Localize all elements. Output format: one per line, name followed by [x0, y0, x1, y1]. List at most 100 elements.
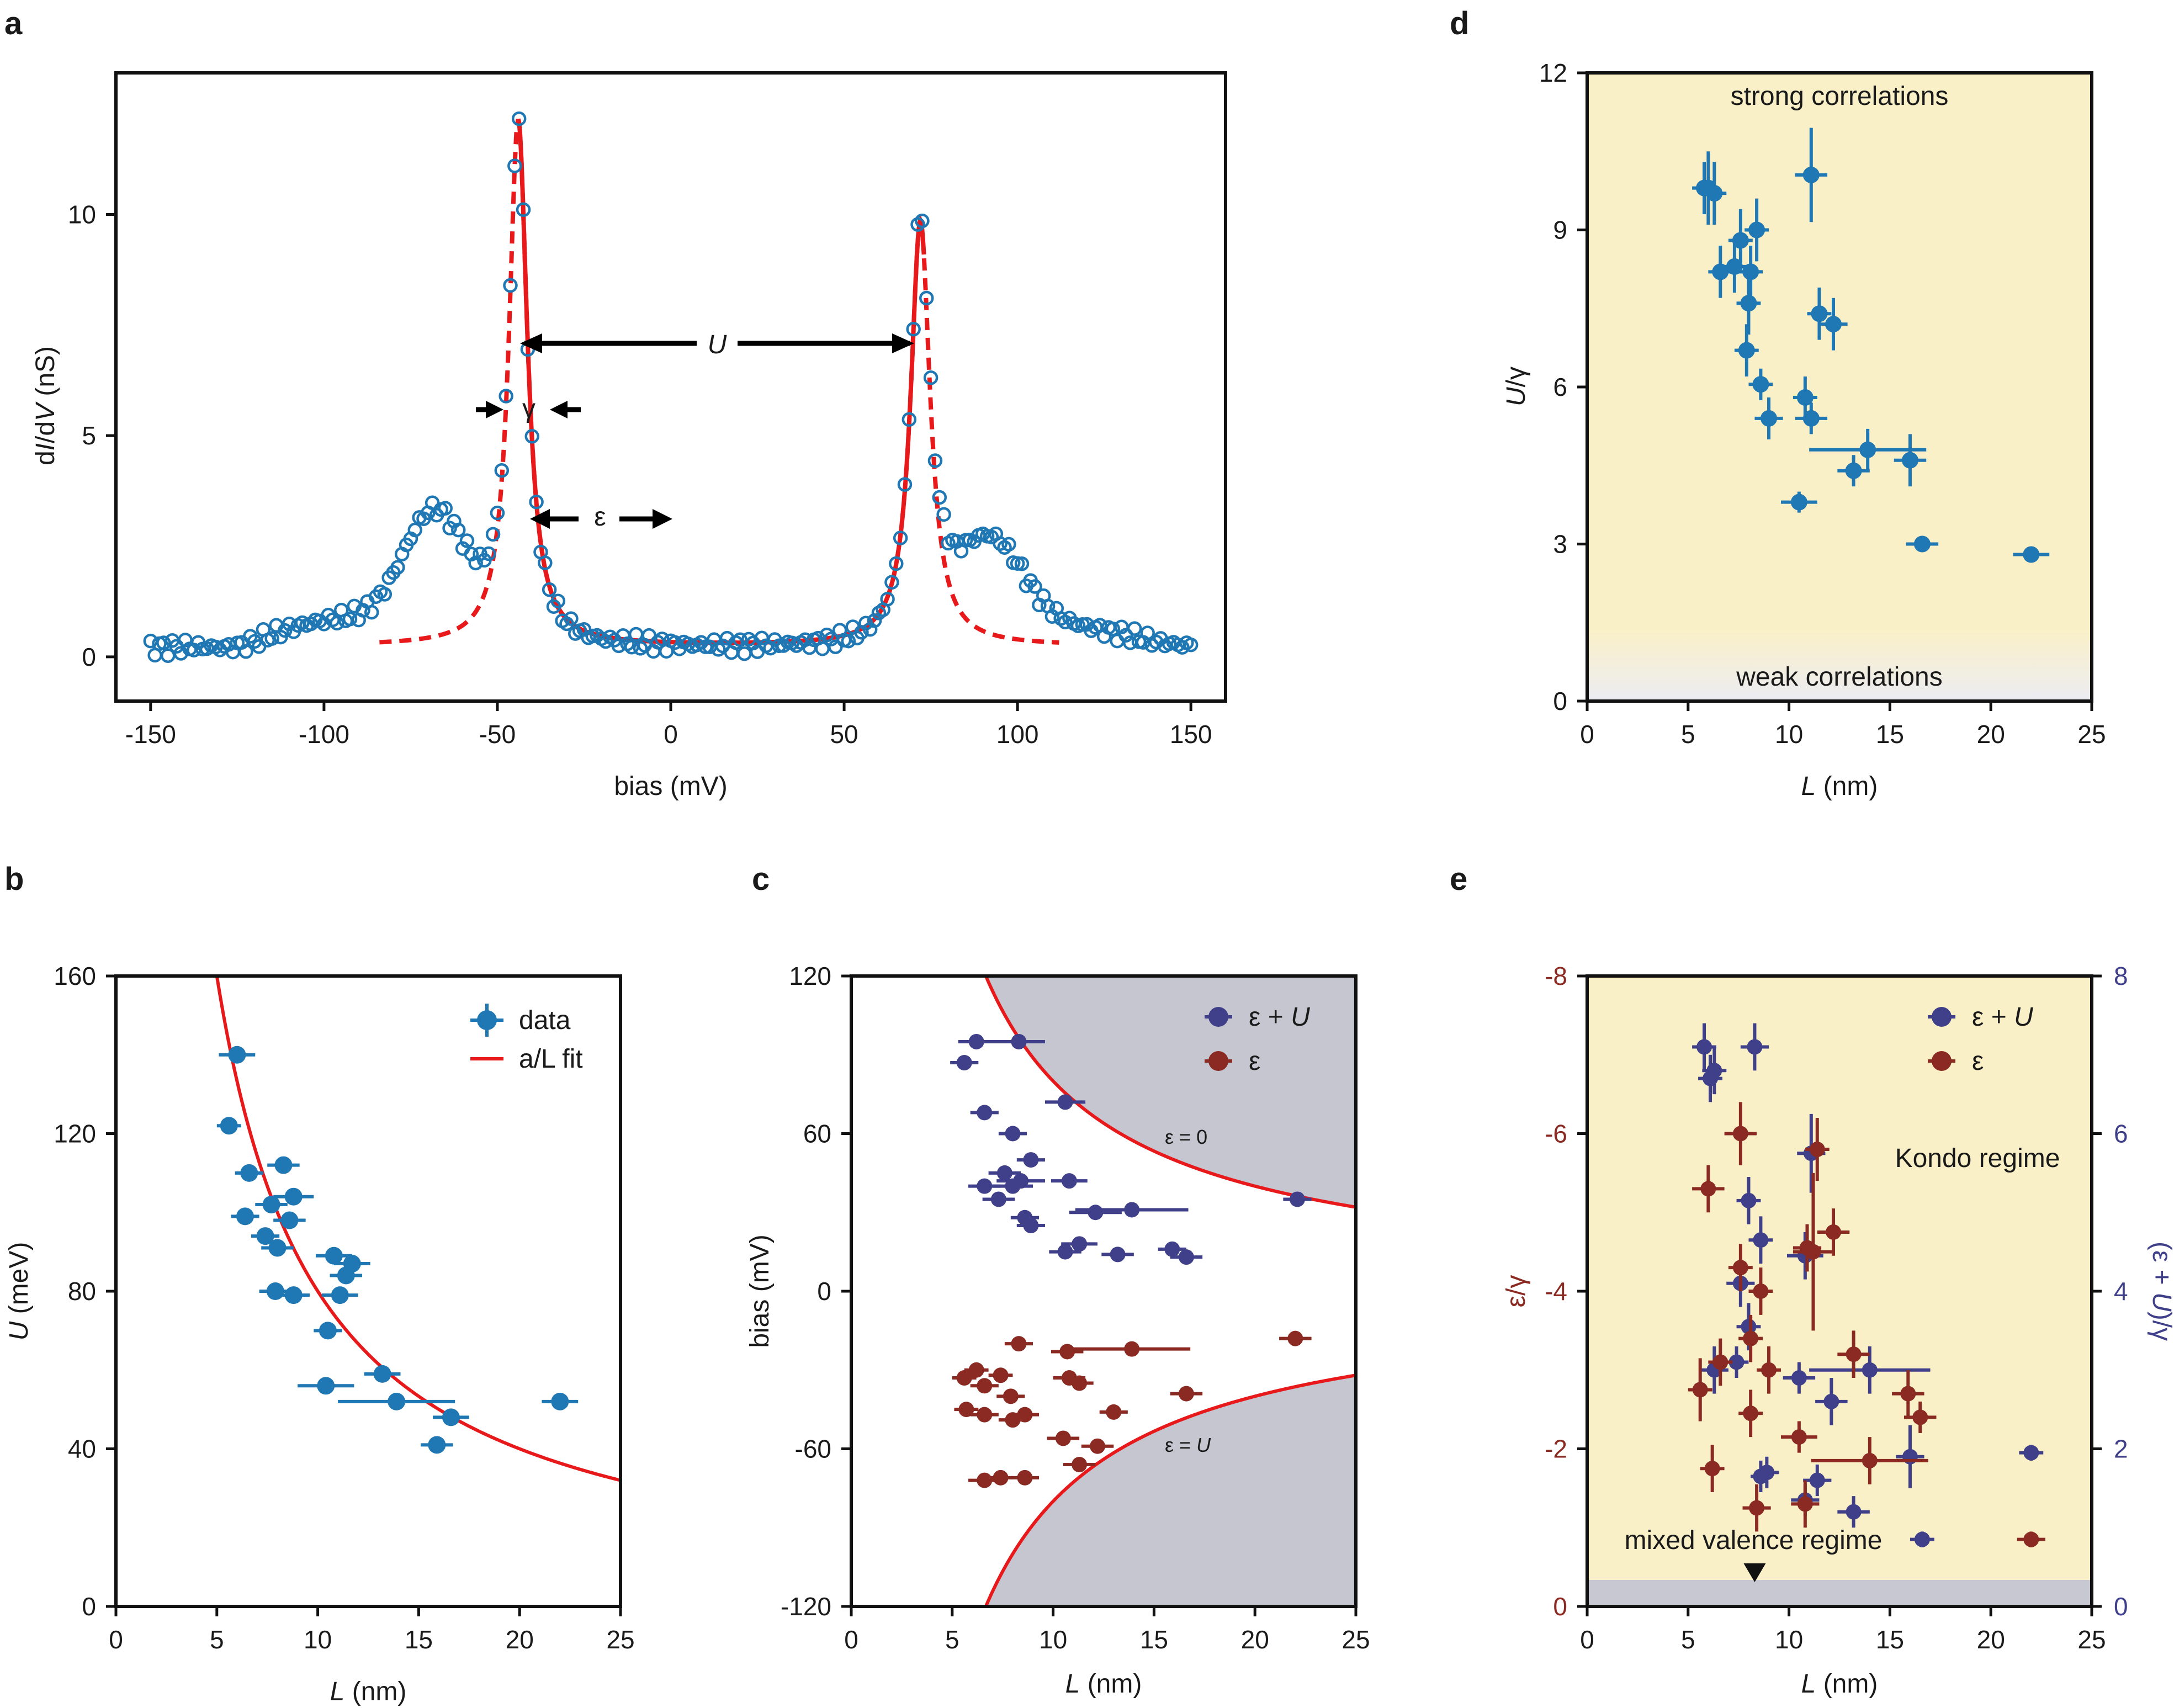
legend-eps-label: ε: [1249, 1047, 1260, 1076]
spectrum-point: [459, 533, 475, 548]
data-point: [1704, 1461, 1720, 1477]
panel-c-marks: [950, 975, 1356, 1608]
data-point: [993, 1470, 1009, 1486]
data-point: [1011, 1336, 1027, 1352]
data-point: [337, 1266, 355, 1285]
data-point: [1728, 1354, 1744, 1370]
y-tick-label: -120: [781, 1592, 831, 1621]
x-tick-label: 5: [1681, 1625, 1695, 1654]
panel-c-ylabel: bias (mV): [745, 1234, 775, 1348]
x-tick-label: 0: [664, 720, 678, 749]
data-point: [1059, 1344, 1075, 1360]
panel-e-xlabel: L (nm): [1801, 1669, 1878, 1699]
x-tick-label: 20: [1241, 1625, 1269, 1654]
x-tick-label: 10: [1775, 720, 1803, 749]
spectrum-point: [507, 158, 522, 173]
spectrum-point: [915, 213, 930, 229]
spectrum-point: [1140, 625, 1155, 640]
y-tick-label: 0: [1553, 1592, 1567, 1621]
data-point: [284, 1286, 303, 1304]
data-point: [1901, 452, 1918, 469]
spectrum-point: [238, 644, 253, 659]
panel-c-shaded-regions: [985, 976, 1356, 1606]
data-point: [1809, 1142, 1825, 1158]
x-tick-label: 15: [405, 1625, 433, 1654]
y-tick-label: 6: [1553, 373, 1567, 401]
data-point: [1732, 232, 1749, 249]
panel-d-strong-region: [1587, 73, 2092, 701]
data-point: [1057, 1244, 1073, 1260]
y-tick-label-right: 4: [2114, 1277, 2128, 1306]
data-point: [996, 1165, 1012, 1181]
mixed-valence-label: mixed valence regime: [1625, 1526, 1883, 1555]
y-tick-label: 5: [82, 421, 96, 450]
spectrum-point: [503, 278, 518, 293]
gamma-label: γ: [522, 394, 535, 423]
x-tick-label: 20: [1977, 720, 2005, 749]
data-point: [1017, 1470, 1033, 1486]
data-point: [1164, 1241, 1180, 1257]
kondo-regime-label: Kondo regime: [1895, 1144, 2060, 1173]
data-point: [1912, 1409, 1928, 1425]
data-point: [1090, 1438, 1106, 1454]
data-point: [1846, 1504, 1862, 1520]
panel-e-ylabel-left: ε/γ: [1502, 1275, 1531, 1308]
data-point: [990, 1191, 1006, 1207]
u-arrow: [520, 323, 914, 364]
data-point: [956, 1055, 972, 1071]
data-point: [1752, 376, 1769, 393]
data-point: [1703, 1070, 1719, 1086]
data-point: [1289, 1191, 1305, 1207]
panel-a-ticks: -150 -100 -50 0 50 100 150 0 5 10: [68, 200, 1212, 749]
y-tick-label: 9: [1553, 216, 1567, 245]
panel-a-marks: [143, 111, 1199, 663]
data-point: [1696, 1039, 1712, 1055]
eps-zero-label: ε = 0: [1165, 1126, 1207, 1148]
strong-correlations-label: strong correlations: [1731, 82, 1949, 111]
spectrum-point: [529, 495, 544, 510]
data-point: [228, 1046, 246, 1064]
panel-c-legend: ε + U ε: [1205, 1002, 1310, 1076]
data-point: [2023, 546, 2040, 563]
spectrum-point: [1014, 556, 1030, 571]
panel-e-ylabel-right: (ε + U)/γ: [2147, 1242, 2174, 1341]
legend-data-marker: [477, 1010, 497, 1030]
spectrum-point: [342, 611, 358, 627]
y-tick-label: 60: [803, 1120, 831, 1148]
x-tick-label: 150: [1170, 720, 1212, 749]
spectrum-point: [897, 477, 913, 492]
spectrum-point: [390, 560, 405, 575]
y-tick-label: 120: [54, 1120, 96, 1148]
spectrum-point: [733, 632, 747, 648]
legend-eps-marker: [1208, 1051, 1228, 1071]
data-point: [1862, 1362, 1878, 1378]
data-point: [1072, 1375, 1088, 1391]
data-point: [977, 1472, 993, 1488]
e-legend-eu-label: ε + U: [1972, 1002, 2033, 1032]
y-tick-label: 40: [68, 1435, 96, 1463]
spectrum-point: [923, 370, 938, 385]
spectrum-point: [377, 587, 393, 602]
y-tick-label: -60: [795, 1435, 831, 1463]
data-point: [1055, 1430, 1071, 1446]
data-point: [977, 1178, 993, 1194]
spectrum-point: [499, 389, 513, 404]
data-point: [1011, 1033, 1027, 1049]
data-point: [1023, 1218, 1039, 1234]
data-point: [1761, 410, 1778, 427]
legend-data-label: data: [519, 1006, 571, 1035]
panel-label-e: e: [1450, 861, 1467, 897]
data-point: [1178, 1386, 1194, 1402]
x-tick-label: 15: [1876, 720, 1904, 749]
spectrum-point: [880, 592, 895, 607]
data-point: [1124, 1202, 1140, 1218]
spectrum-point: [264, 631, 279, 646]
panel-e-mixed-band: [1587, 1580, 2092, 1606]
data-point: [1178, 1249, 1194, 1265]
data-point: [1287, 1330, 1303, 1346]
spectrum-point: [542, 582, 557, 597]
data-point: [319, 1322, 337, 1340]
spectrum-point: [936, 507, 951, 522]
y-tick-label: 0: [82, 643, 96, 671]
data-point: [1823, 1393, 1839, 1409]
